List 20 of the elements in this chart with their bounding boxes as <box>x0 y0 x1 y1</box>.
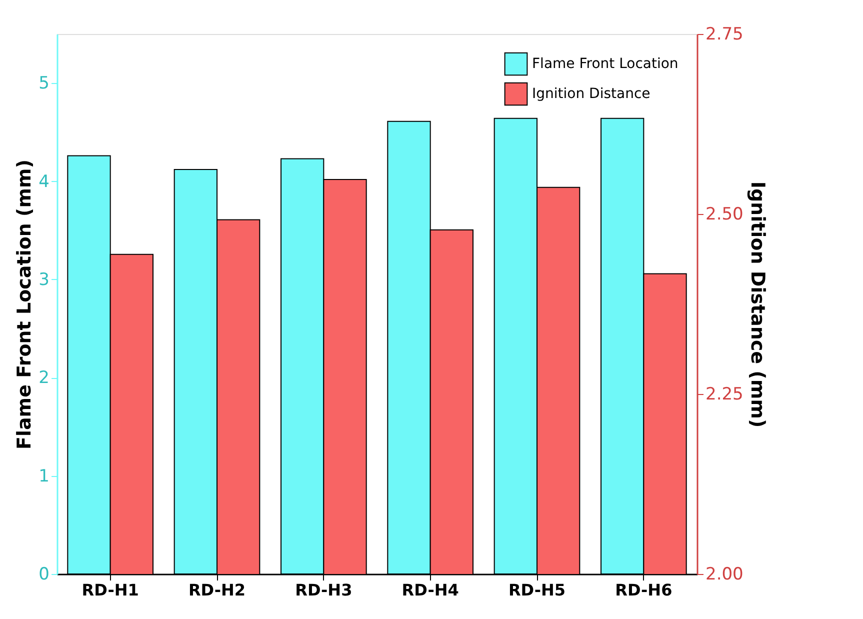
x-tick-label: RD-H1 <box>82 580 139 600</box>
y2-axis-title: Ignition Distance (mm) <box>746 181 768 428</box>
legend-label: Flame Front Location <box>532 56 678 72</box>
y-tick-label: 3 <box>38 270 50 290</box>
y-tick-label: 5 <box>38 74 50 94</box>
y2-tick-label: 2.50 <box>706 204 744 224</box>
y2-tick-label: 2.75 <box>706 24 744 44</box>
x-tick-label: RD-H3 <box>295 580 352 600</box>
y2-tick-label: 2.25 <box>706 384 744 404</box>
y-tick-label: 1 <box>38 466 50 486</box>
x-tick-label: RD-H5 <box>508 580 566 600</box>
x-tick-label: RD-H4 <box>402 580 459 600</box>
y2-tick-label: 2.00 <box>706 564 744 584</box>
legend-label: Ignition Distance <box>532 86 650 102</box>
x-tick-label: RD-H6 <box>615 580 672 600</box>
y-axis-title: Flame Front Location (mm) <box>14 159 36 450</box>
y-tick-label: 4 <box>38 172 50 192</box>
x-tick-label: RD-H2 <box>188 580 246 600</box>
y-tick-label: 0 <box>38 564 50 584</box>
y-tick-label: 2 <box>38 368 50 388</box>
